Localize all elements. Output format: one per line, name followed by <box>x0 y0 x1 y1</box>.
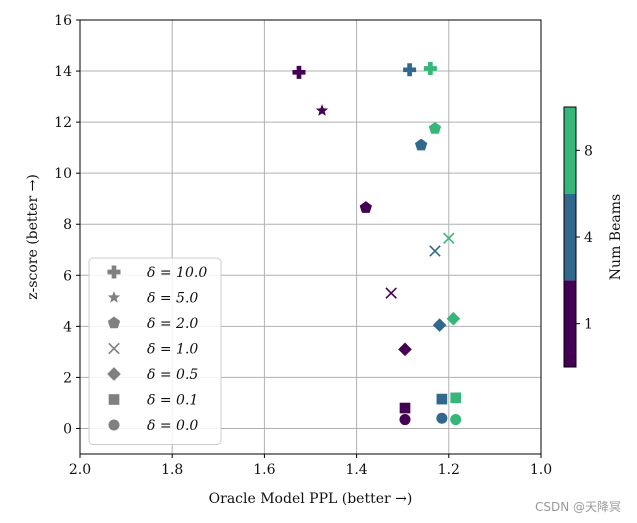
legend-label: δ = 0.1 <box>147 393 198 409</box>
legend-marker-plus <box>107 265 121 279</box>
point-square-beams-1 <box>399 402 411 414</box>
axis-ticks: 2.0 1.8 1.6 1.4 1.2 1.0 0 2 4 6 8 10 12 14 16 <box>54 13 552 478</box>
colorbar-label: Num Beams <box>608 194 624 280</box>
x-tick-label: 1.4 <box>345 462 367 478</box>
watermark: CSDN @天降冥 <box>534 500 621 514</box>
legend-label: δ = 5.0 <box>147 291 198 307</box>
point-x-beams-4 <box>429 245 441 257</box>
point-plus-beams-4 <box>403 63 417 77</box>
x-tick-label: 1.2 <box>438 462 460 478</box>
legend-label: δ = 0.0 <box>147 418 198 434</box>
y-tick-label: 10 <box>54 166 72 182</box>
legend-marker-diamond <box>107 367 121 381</box>
y-tick-label: 16 <box>54 13 72 29</box>
point-square-beams-8 <box>450 392 462 404</box>
plot-frame <box>79 19 542 455</box>
y-tick-label: 0 <box>63 421 72 437</box>
point-diamond-beams-4 <box>432 318 447 332</box>
x-tick-label: 1.0 <box>530 462 552 478</box>
colorbar-segment-8 <box>564 107 576 194</box>
point-square-beams-4 <box>436 393 448 405</box>
colorbar-tick-label: 8 <box>584 143 593 159</box>
legend-label: δ = 1.0 <box>147 342 198 358</box>
point-circle-beams-4 <box>436 412 448 424</box>
y-tick-label: 12 <box>54 115 72 131</box>
colorbar: 1 4 8 <box>563 106 593 368</box>
legend-label: δ = 2.0 <box>147 316 198 332</box>
colorbar-frame <box>563 106 577 368</box>
y-tick-label: 8 <box>63 217 72 233</box>
legend-marker-star <box>107 291 121 303</box>
x-tick-label: 1.6 <box>253 462 275 478</box>
point-circle-beams-1 <box>399 414 411 426</box>
legend-label: δ = 10.0 <box>147 265 207 281</box>
colorbar-segment-1 <box>564 280 576 367</box>
scatter-marks <box>292 62 462 426</box>
legend-marker-square <box>108 394 120 405</box>
colorbar-tick-label: 4 <box>584 230 593 246</box>
y-tick-label: 6 <box>63 268 72 284</box>
point-plus-beams-1 <box>292 65 306 79</box>
x-tick-label: 1.8 <box>161 462 183 478</box>
point-pentagon-beams-4 <box>414 138 428 151</box>
colorbar-segment-4 <box>564 193 576 281</box>
legend: δ = 10.0 δ = 5.0 δ = 2.0 δ = 1.0 δ = 0.5 δ = … <box>88 257 222 445</box>
colorbar-tick-label: 1 <box>584 317 593 333</box>
point-circle-beams-8 <box>450 414 462 426</box>
point-plus-beams-8 <box>423 62 437 76</box>
point-x-beams-1 <box>385 287 397 299</box>
point-star-beams-1 <box>315 104 329 116</box>
point-diamond-beams-1 <box>398 342 412 357</box>
x-tick-label: 2.0 <box>69 462 91 478</box>
point-x-beams-8 <box>443 232 455 245</box>
legend-marker-circle <box>108 419 120 431</box>
legend-label: δ = 0.5 <box>147 367 198 383</box>
point-pentagon-beams-8 <box>428 122 442 134</box>
y-tick-label: 14 <box>54 64 72 80</box>
y-tick-label: 4 <box>63 319 72 335</box>
y-axis-label: z-score (better →) <box>25 174 41 300</box>
point-pentagon-beams-1 <box>359 201 372 213</box>
legend-box <box>88 257 222 445</box>
y-tick-label: 2 <box>63 370 72 386</box>
legend-marker-x <box>108 342 120 355</box>
point-diamond-beams-8 <box>446 311 461 326</box>
x-axis-label: Oracle Model PPL (better →) <box>209 491 413 507</box>
legend-marker-pentagon <box>107 316 121 329</box>
